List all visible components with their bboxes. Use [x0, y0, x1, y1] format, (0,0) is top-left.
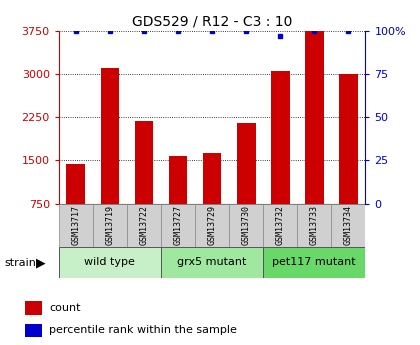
- Text: GSM13719: GSM13719: [105, 205, 114, 245]
- Text: GSM13730: GSM13730: [241, 205, 251, 245]
- Bar: [134, 121, 153, 204]
- Bar: [271, 71, 290, 204]
- Bar: [297, 204, 331, 247]
- Title: GDS529 / R12 - C3 : 10: GDS529 / R12 - C3 : 10: [132, 14, 292, 29]
- Bar: [25, 324, 42, 337]
- Bar: [127, 204, 161, 247]
- Text: percentile rank within the sample: percentile rank within the sample: [50, 325, 237, 335]
- Text: wild type: wild type: [84, 257, 135, 267]
- Text: GSM13732: GSM13732: [276, 205, 285, 245]
- Bar: [339, 74, 358, 204]
- Text: GSM13734: GSM13734: [344, 205, 353, 245]
- Bar: [237, 123, 255, 204]
- Bar: [263, 247, 365, 278]
- Bar: [59, 204, 93, 247]
- Text: count: count: [50, 303, 81, 313]
- Bar: [263, 204, 297, 247]
- Text: GSM13729: GSM13729: [207, 205, 217, 245]
- Bar: [59, 247, 161, 278]
- Bar: [93, 204, 127, 247]
- Bar: [331, 204, 365, 247]
- Bar: [195, 204, 229, 247]
- Text: GSM13727: GSM13727: [173, 205, 183, 245]
- Bar: [25, 301, 42, 315]
- Bar: [203, 153, 221, 204]
- Text: strain: strain: [4, 258, 36, 268]
- Text: grx5 mutant: grx5 mutant: [177, 257, 247, 267]
- Bar: [305, 31, 324, 204]
- Text: pet117 mutant: pet117 mutant: [273, 257, 356, 267]
- Bar: [169, 156, 187, 204]
- Text: GSM13722: GSM13722: [139, 205, 148, 245]
- Bar: [66, 165, 85, 204]
- Bar: [229, 204, 263, 247]
- Text: GSM13717: GSM13717: [71, 205, 80, 245]
- Text: ▶: ▶: [36, 257, 45, 270]
- Bar: [161, 204, 195, 247]
- Text: GSM13733: GSM13733: [310, 205, 319, 245]
- Bar: [100, 68, 119, 204]
- Bar: [161, 247, 263, 278]
